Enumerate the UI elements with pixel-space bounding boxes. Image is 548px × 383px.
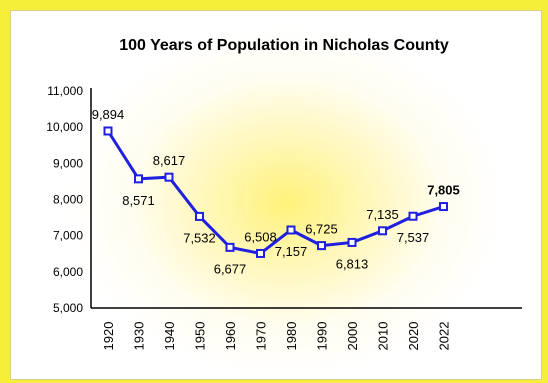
data-label: 6,677: [214, 261, 247, 276]
data-label: 7,532: [183, 230, 216, 245]
data-point: [378, 226, 387, 236]
data-point: [317, 241, 326, 251]
data-label: 7,805: [427, 183, 460, 198]
x-tick-label: 1990: [315, 322, 330, 351]
data-point: [225, 242, 235, 252]
data-point: [286, 225, 296, 235]
chart-title: 100 Years of Population in Nicholas Coun…: [119, 37, 449, 54]
data-label: 6,725: [305, 222, 338, 237]
data-point: [439, 202, 448, 212]
y-tick-label: 10,000: [46, 120, 83, 134]
y-tick-label: 7,000: [53, 229, 83, 243]
x-tick-label: 2020: [406, 322, 421, 351]
data-label: 9,894: [92, 107, 125, 122]
data-point: [134, 174, 143, 184]
x-tick-label: 1950: [193, 322, 208, 351]
series-line: [106, 130, 444, 255]
data-point: [347, 237, 357, 247]
x-tick-label: 2022: [437, 322, 452, 351]
x-tick-label: 1980: [284, 322, 299, 351]
x-tick-label: 2010: [376, 322, 391, 351]
data-point: [256, 248, 265, 258]
x-tick-label: 1940: [162, 322, 177, 351]
data-label: 8,571: [122, 193, 155, 208]
x-tick-label: 2000: [345, 322, 360, 351]
y-tick-label: 6,000: [53, 265, 83, 279]
y-tick-label: 11,000: [47, 84, 83, 98]
chart-panel: [10, 10, 542, 380]
data-label: 6,508: [244, 229, 277, 244]
data-point: [195, 211, 204, 221]
y-tick-label: 8,000: [53, 193, 83, 207]
data-point: [408, 211, 418, 221]
data-label: 7,537: [397, 230, 430, 245]
data-label: 7,135: [366, 207, 399, 222]
data-label: 6,813: [336, 256, 369, 271]
x-tick-label: 1960: [223, 322, 238, 351]
data-label: 7,157: [275, 244, 308, 259]
x-tick-label: 1920: [101, 322, 116, 351]
y-tick-label: 9,000: [53, 156, 83, 170]
x-tick-label: 1970: [254, 322, 269, 351]
data-label: 8,617: [153, 153, 186, 168]
data-point: [103, 126, 113, 136]
x-tick-label: 1930: [132, 322, 147, 351]
y-tick-label: 5,000: [53, 301, 83, 315]
data-point: [164, 172, 174, 182]
